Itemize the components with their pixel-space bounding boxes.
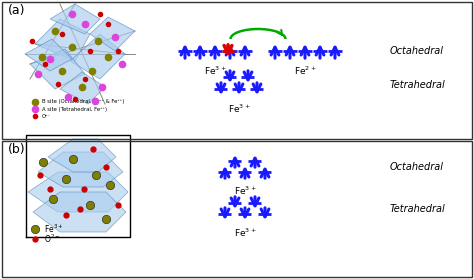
Bar [2, 141, 472, 277]
Text: B site (Octahedral, Fe²⁺ & Fe³⁺): B site (Octahedral, Fe²⁺ & Fe³⁺) [42, 100, 124, 105]
Polygon shape [70, 34, 125, 79]
Text: A site (Tetrahedral, Fe³⁺): A site (Tetrahedral, Fe³⁺) [42, 107, 107, 112]
Text: $\mathrm{Fe}^{3+}$: $\mathrm{Fe}^{3+}$ [234, 185, 256, 198]
Polygon shape [50, 4, 100, 34]
Text: Tetrahedral: Tetrahedral [390, 204, 446, 214]
Polygon shape [38, 152, 123, 187]
Text: Octahedral: Octahedral [390, 46, 444, 56]
Polygon shape [28, 172, 128, 212]
Polygon shape [35, 19, 90, 61]
Text: Fe$^{3+}$: Fe$^{3+}$ [44, 223, 64, 235]
Text: O$^{2-}$: O$^{2-}$ [44, 233, 61, 245]
Text: $\mathrm{Fe}^{2+}$: $\mathrm{Fe}^{2+}$ [294, 65, 316, 77]
Text: $\mathrm{Fe}^{3+}$: $\mathrm{Fe}^{3+}$ [204, 65, 226, 77]
Text: Octahedral: Octahedral [390, 162, 444, 172]
Polygon shape [30, 49, 85, 89]
Text: Tetrahedral: Tetrahedral [390, 80, 446, 90]
Text: (b): (b) [8, 143, 26, 156]
Polygon shape [60, 72, 105, 104]
Polygon shape [90, 17, 135, 51]
Polygon shape [25, 39, 72, 71]
Polygon shape [48, 139, 116, 172]
Text: $\mathrm{Fe}^{3+}$: $\mathrm{Fe}^{3+}$ [228, 103, 250, 116]
Bar [2, 2, 472, 139]
Text: $\mathrm{Fe}^{3+}$: $\mathrm{Fe}^{3+}$ [234, 227, 256, 239]
Text: O²⁻: O²⁻ [42, 114, 51, 119]
Polygon shape [33, 192, 126, 232]
Text: (a): (a) [8, 4, 26, 17]
